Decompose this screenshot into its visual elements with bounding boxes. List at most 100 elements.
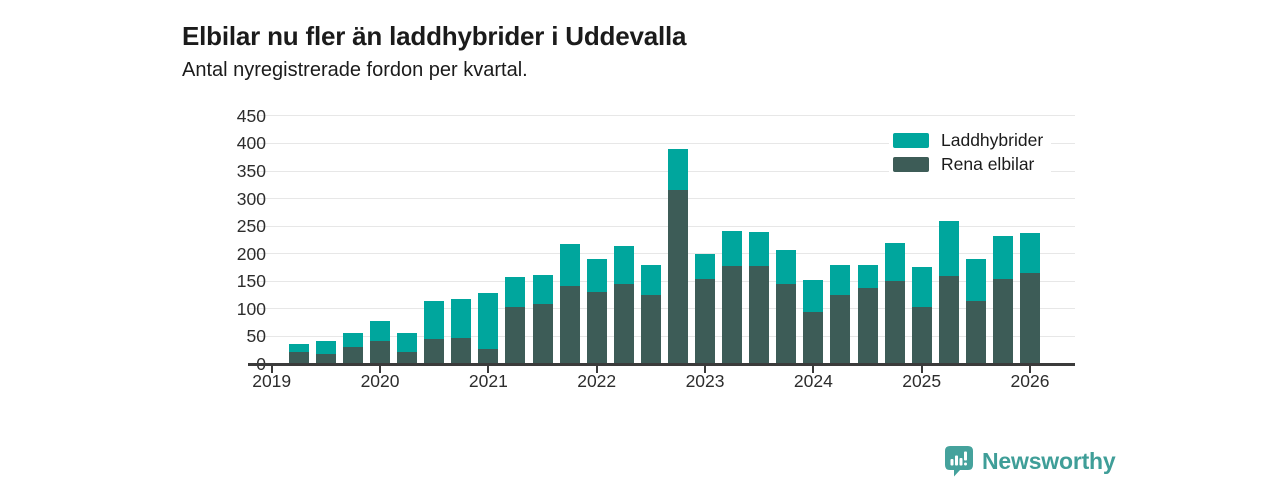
bar-2022Q2-rena-elbilar — [613, 283, 634, 364]
x-axis-label-2024: 2024 — [793, 371, 833, 391]
bar-2022Q2-laddhybrider — [613, 246, 634, 284]
bar-2024Q2-rena-elbilar — [830, 295, 851, 364]
bar-2023Q2-laddhybrider — [722, 230, 743, 266]
bar-2024Q3-rena-elbilar — [857, 288, 878, 364]
y-axis-label-350: 350 — [236, 161, 266, 182]
x-axis-line — [248, 362, 1075, 366]
newsworthy-brand-text: Newsworthy — [982, 448, 1116, 474]
x-axis-label-2019: 2019 — [252, 371, 292, 391]
gridline-250 — [248, 225, 1075, 227]
bar-2023Q4-rena-elbilar — [776, 283, 797, 364]
bar-2020Q3-rena-elbilar — [424, 338, 445, 364]
bar-2023Q3-rena-elbilar — [749, 266, 770, 364]
bar-2025Q4-laddhybrider — [992, 236, 1013, 280]
x-axis-tick-2024 — [812, 365, 815, 373]
bar-2025Q2-rena-elbilar — [938, 275, 959, 364]
bar-2021Q2-rena-elbilar — [505, 306, 526, 364]
bar-2020Q2-laddhybrider — [397, 332, 418, 352]
x-axis-label-2022: 2022 — [577, 371, 617, 391]
bar-2025Q1-rena-elbilar — [911, 307, 932, 364]
bar-2019Q2-laddhybrider — [288, 343, 309, 352]
gridline-150 — [248, 280, 1075, 282]
y-axis-label-200: 200 — [236, 243, 266, 264]
gridline-300 — [248, 198, 1075, 200]
legend-swatch — [893, 132, 929, 148]
x-axis-label-2021: 2021 — [468, 371, 508, 391]
legend-label: Laddhybrider — [941, 129, 1044, 150]
x-axis-label-2023: 2023 — [685, 371, 725, 391]
bar-2024Q1-rena-elbilar — [803, 311, 824, 364]
bar-2022Q4-rena-elbilar — [667, 189, 688, 364]
y-axis-label-450: 450 — [236, 105, 266, 126]
x-axis-tick-2026 — [1029, 365, 1032, 373]
bar-2025Q4-rena-elbilar — [992, 279, 1013, 364]
bar-2025Q3-laddhybrider — [965, 258, 986, 301]
x-axis-label-2025: 2025 — [902, 371, 942, 391]
y-axis-label-50: 50 — [246, 326, 266, 347]
bar-2023Q2-rena-elbilar — [722, 265, 743, 364]
legend-swatch — [893, 156, 929, 172]
newsworthy-brand: Newsworthy — [944, 445, 1116, 478]
legend-label: Rena elbilar — [941, 153, 1035, 174]
bar-2025Q2-laddhybrider — [938, 220, 959, 276]
chart-legend: Laddhybrider Rena elbilar — [889, 125, 1052, 179]
bar-2025Q1-laddhybrider — [911, 266, 932, 308]
bar-2022Q4-laddhybrider — [667, 148, 688, 190]
bar-2019Q4-rena-elbilar — [342, 346, 363, 364]
bar-2024Q1-laddhybrider — [803, 280, 824, 312]
x-axis-tick-2019 — [270, 365, 273, 373]
x-axis-tick-2021 — [487, 365, 490, 373]
bar-2022Q3-rena-elbilar — [640, 294, 661, 364]
x-axis-tick-2023 — [704, 365, 707, 373]
y-axis-label-100: 100 — [236, 298, 266, 319]
bar-2020Q1-rena-elbilar — [370, 341, 391, 364]
gridline-450 — [248, 115, 1075, 117]
bar-2019Q2-rena-elbilar — [288, 351, 309, 364]
bar-2022Q3-laddhybrider — [640, 265, 661, 295]
bar-2024Q4-rena-elbilar — [884, 280, 905, 364]
bar-2023Q1-laddhybrider — [695, 253, 716, 279]
x-axis-label-2020: 2020 — [360, 371, 400, 391]
bar-2021Q2-laddhybrider — [505, 277, 526, 307]
bar-2025Q3-rena-elbilar — [965, 300, 986, 364]
bar-2021Q4-laddhybrider — [559, 243, 580, 287]
y-axis-label-400: 400 — [236, 133, 266, 154]
bar-2024Q2-laddhybrider — [830, 264, 851, 296]
x-axis-tick-2022 — [595, 365, 598, 373]
x-axis-label-2026: 2026 — [1010, 371, 1050, 391]
bar-2020Q4-rena-elbilar — [451, 337, 472, 364]
x-axis-tick-2025 — [920, 365, 923, 373]
bar-2020Q2-rena-elbilar — [397, 351, 418, 364]
bar-2021Q4-rena-elbilar — [559, 286, 580, 364]
bar-2019Q3-rena-elbilar — [315, 353, 336, 364]
bar-2019Q3-laddhybrider — [315, 340, 336, 354]
chart-title: Elbilar nu fler än laddhybrider i Uddeva… — [182, 21, 687, 52]
legend-item-laddhybrider: Laddhybrider — [893, 128, 1043, 152]
bar-2020Q1-laddhybrider — [370, 320, 391, 342]
bar-2024Q4-laddhybrider — [884, 242, 905, 281]
bar-2021Q1-laddhybrider — [478, 293, 499, 350]
bar-2019Q4-laddhybrider — [342, 333, 363, 347]
chart-subtitle: Antal nyregistrerade fordon per kvartal. — [182, 59, 528, 81]
bar-2024Q3-laddhybrider — [857, 264, 878, 289]
bar-2026Q1-laddhybrider — [1020, 232, 1041, 274]
legend-item-rena-elbilar: Rena elbilar — [893, 152, 1043, 176]
gridline-350 — [248, 170, 1075, 172]
bar-2026Q1-rena-elbilar — [1020, 273, 1041, 364]
y-axis-label-300: 300 — [236, 188, 266, 209]
bar-2023Q4-laddhybrider — [776, 249, 797, 284]
x-axis-tick-2020 — [379, 365, 382, 373]
gridline-400 — [248, 142, 1075, 144]
bar-2020Q3-laddhybrider — [424, 301, 445, 339]
bar-2022Q1-rena-elbilar — [586, 292, 607, 364]
bar-2022Q1-laddhybrider — [586, 259, 607, 293]
bar-2023Q3-laddhybrider — [749, 231, 770, 267]
newsworthy-logo-icon — [945, 446, 973, 477]
gridline-200 — [248, 253, 1075, 255]
gridline-100 — [248, 308, 1075, 310]
y-axis-label-250: 250 — [236, 216, 266, 237]
bar-2023Q1-rena-elbilar — [695, 278, 716, 364]
bar-2020Q4-laddhybrider — [451, 299, 472, 338]
